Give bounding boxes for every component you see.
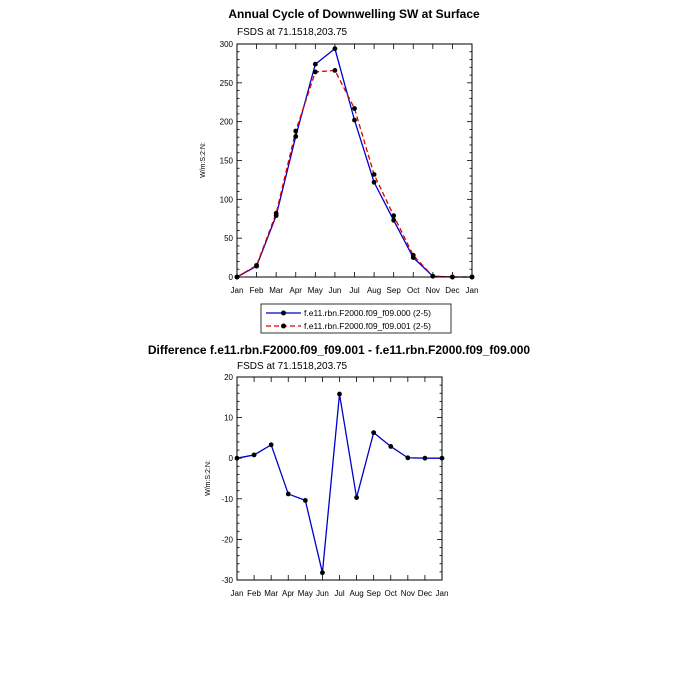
data-point bbox=[391, 217, 397, 223]
x-tick-label: Oct bbox=[407, 286, 420, 295]
x-tick-label: Dec bbox=[445, 286, 459, 295]
x-tick-label: Dec bbox=[418, 589, 432, 598]
y-tick-label: 300 bbox=[220, 40, 234, 49]
data-point bbox=[371, 172, 377, 177]
series-line-1 bbox=[236, 393, 442, 573]
x-tick-label: Sep bbox=[367, 589, 382, 598]
y-axis-label: W/m:S:2:N: bbox=[200, 142, 207, 178]
annual-cycle-chart: Annual Cycle of Downwelling SW at Surfac… bbox=[200, 7, 480, 334]
legend-entry-series-2: f.e11.rbn.F2000.f09_f09.001 (2-5) bbox=[266, 321, 431, 331]
difference-chart: Difference f.e11.rbn.F2000.f09_f09.001 -… bbox=[148, 343, 531, 598]
x-tick-label: Jul bbox=[349, 286, 359, 295]
chart-subtitle: FSDS at 71.1518,203.75 bbox=[237, 361, 348, 372]
legend-marker-series-2 bbox=[281, 323, 286, 329]
data-point bbox=[332, 46, 338, 52]
x-tick-label: Jan bbox=[231, 589, 244, 598]
x-tick-label: Aug bbox=[367, 286, 381, 295]
chart-subtitle: FSDS at 71.1518,203.75 bbox=[237, 27, 348, 38]
data-point bbox=[268, 442, 274, 448]
legend-marker-series-1 bbox=[281, 310, 286, 316]
y-tick-label: -10 bbox=[221, 495, 233, 504]
x-tick-label: Jan bbox=[466, 286, 479, 295]
x-tick-label: Mar bbox=[269, 286, 283, 295]
data-point bbox=[254, 262, 259, 268]
y-tick-label: -20 bbox=[221, 535, 233, 544]
y-tick-label: 150 bbox=[220, 157, 234, 166]
y-tick-label: 50 bbox=[224, 234, 233, 243]
series-markers bbox=[234, 391, 445, 576]
y-tick-label: 250 bbox=[220, 79, 234, 88]
data-point bbox=[293, 134, 299, 139]
y-axis-label: W/m:S:2:N: bbox=[205, 460, 212, 496]
legend-box bbox=[260, 303, 452, 334]
x-tick-label: May bbox=[308, 286, 323, 295]
data-point bbox=[391, 213, 397, 219]
x-tick-label: Jun bbox=[316, 589, 329, 598]
data-point bbox=[302, 498, 308, 503]
data-point bbox=[354, 495, 359, 500]
x-tick-label: Mar bbox=[264, 589, 278, 598]
y-tick-label: 10 bbox=[224, 414, 233, 423]
x-tick-label: Apr bbox=[282, 589, 295, 598]
chart-title: Difference f.e11.rbn.F2000.f09_f09.001 -… bbox=[148, 343, 531, 357]
x-tick-label: Jan bbox=[231, 286, 244, 295]
data-point bbox=[405, 455, 411, 461]
x-tick-label: Jun bbox=[328, 286, 341, 295]
y-tick-label: 100 bbox=[220, 195, 234, 204]
data-point bbox=[337, 391, 342, 397]
data-point bbox=[352, 117, 357, 123]
data-point bbox=[352, 106, 357, 111]
x-tick-label: Jan bbox=[436, 589, 449, 598]
data-point bbox=[320, 570, 325, 576]
axis-ticks: Jan Feb Mar Apr May Jun Jul Aug Sep Oct Nov Dec Jan 0… bbox=[220, 40, 479, 295]
series-markers bbox=[234, 46, 475, 280]
plot-frame bbox=[236, 376, 443, 581]
y-tick-label: 0 bbox=[229, 454, 234, 463]
legend-label-series-1: f.e11.rbn.F2000.f09_f09.000 (2-5) bbox=[304, 308, 431, 318]
y-tick-label: -30 bbox=[221, 576, 233, 585]
y-tick-label: 200 bbox=[220, 118, 234, 127]
data-point bbox=[388, 444, 394, 449]
x-tick-label: Feb bbox=[247, 589, 261, 598]
series-line-2 bbox=[236, 69, 472, 278]
x-tick-label: Feb bbox=[250, 286, 264, 295]
data-point bbox=[312, 61, 318, 67]
legend: f.e11.rbn.F2000.f09_f09.000 (2-5) f.e11.… bbox=[260, 303, 452, 334]
data-point bbox=[422, 455, 428, 461]
data-point bbox=[285, 491, 291, 497]
data-point bbox=[251, 452, 257, 458]
x-tick-label: Sep bbox=[387, 286, 402, 295]
x-tick-label: Nov bbox=[426, 286, 440, 295]
data-point bbox=[410, 252, 416, 258]
plot-frame bbox=[236, 43, 473, 278]
data-point bbox=[430, 273, 436, 279]
series-lines bbox=[236, 47, 472, 278]
x-tick-label: Nov bbox=[401, 589, 415, 598]
data-point bbox=[371, 430, 377, 436]
data-point bbox=[273, 210, 279, 216]
data-point bbox=[293, 128, 299, 134]
y-tick-label: 0 bbox=[229, 273, 234, 282]
series-lines bbox=[236, 393, 442, 573]
series-line-1 bbox=[236, 47, 472, 278]
x-tick-label: Oct bbox=[385, 589, 398, 598]
axis-ticks: Jan Feb Mar Apr May Jun Jul Aug Sep Oct Nov Dec Jan-… bbox=[221, 373, 448, 598]
x-tick-label: Jul bbox=[334, 589, 344, 598]
x-tick-label: Apr bbox=[290, 286, 303, 295]
legend-label-series-2: f.e11.rbn.F2000.f09_f09.001 (2-5) bbox=[304, 321, 431, 331]
data-point bbox=[371, 179, 377, 185]
data-point bbox=[312, 69, 318, 75]
x-tick-label: Aug bbox=[349, 589, 363, 598]
legend-entry-series-1: f.e11.rbn.F2000.f09_f09.000 (2-5) bbox=[266, 308, 431, 318]
x-tick-label: May bbox=[298, 589, 313, 598]
chart-title: Annual Cycle of Downwelling SW at Surfac… bbox=[228, 7, 480, 21]
y-tick-label: 20 bbox=[224, 373, 233, 382]
data-point bbox=[332, 68, 338, 73]
